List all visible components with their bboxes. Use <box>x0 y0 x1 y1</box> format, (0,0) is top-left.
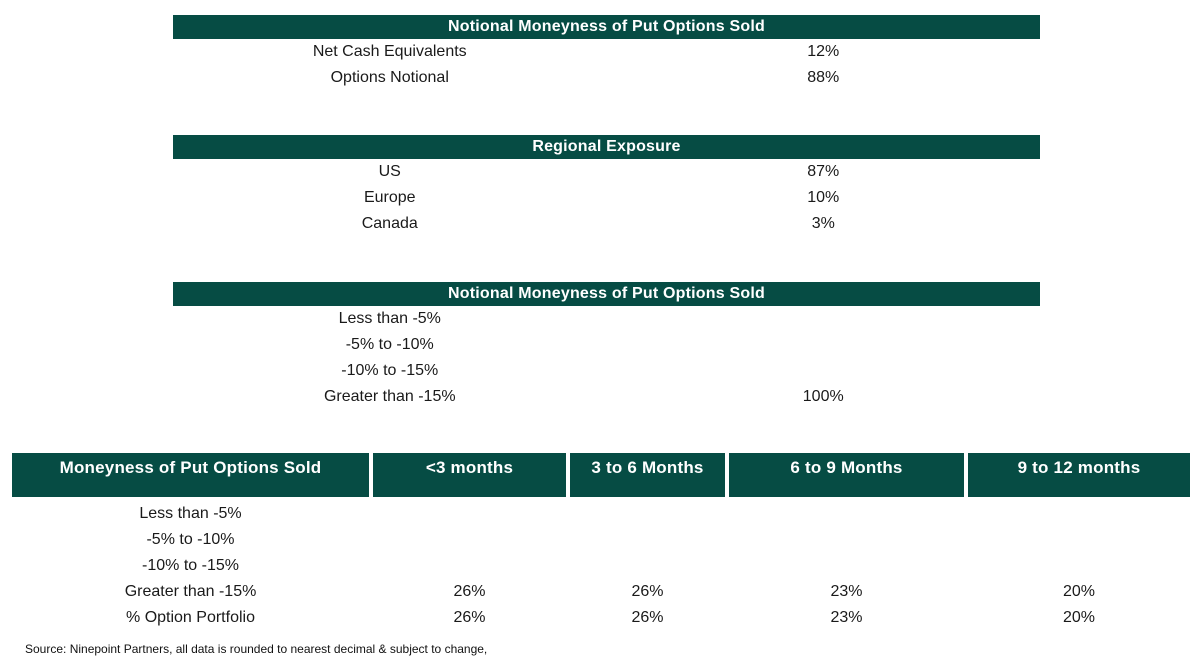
table-row: -5% to -10% <box>173 332 1040 358</box>
cell-value: 26% <box>631 583 664 600</box>
row-value: 10% <box>807 189 840 206</box>
table-row: Less than -5% <box>173 306 1040 332</box>
table-row: Greater than -15% 26% 26% 23% 20% <box>12 579 1190 605</box>
row-value: 100% <box>802 388 844 405</box>
cell-value <box>968 501 1190 527</box>
source-note: Source: Ninepoint Partners, all data is … <box>25 642 488 656</box>
row-value: 88% <box>807 69 840 86</box>
table-row: Options Notional 88% <box>173 65 1040 91</box>
table-moneyness-by-maturity: Moneyness of Put Options Sold <3 months … <box>12 453 1190 631</box>
row-label: Europe <box>363 189 416 206</box>
cell-value: 23% <box>830 609 863 626</box>
table-title: Regional Exposure <box>173 135 1040 159</box>
table-row: Greater than -15% 100% <box>173 384 1040 410</box>
table-row: Europe 10% <box>173 185 1040 211</box>
cell-value <box>729 553 964 579</box>
row-label: US <box>378 163 401 180</box>
row-label: -5% to -10% <box>146 531 235 548</box>
row-value <box>607 306 1041 332</box>
row-value <box>607 358 1041 384</box>
table-row: US 87% <box>173 159 1040 185</box>
table-title: Notional Moneyness of Put Options Sold <box>173 282 1040 306</box>
cell-value: 20% <box>1062 609 1096 626</box>
row-label: -10% to -15% <box>341 362 439 379</box>
row-label: Greater than -15% <box>323 388 456 405</box>
row-label: Options Notional <box>330 69 449 86</box>
cell-value <box>729 501 964 527</box>
cell-value: 20% <box>1062 583 1096 600</box>
cell-value <box>729 527 964 553</box>
row-label: -10% to -15% <box>142 557 239 574</box>
row-label: -5% to -10% <box>345 336 434 353</box>
table-row: Net Cash Equivalents 12% <box>173 39 1040 65</box>
cell-value <box>570 527 725 553</box>
row-label: Less than -5% <box>338 310 441 327</box>
column-header: 9 to 12 months <box>968 453 1190 497</box>
row-label: Greater than -15% <box>124 583 257 600</box>
column-header: <3 months <box>373 453 566 497</box>
cell-value: 26% <box>453 583 486 600</box>
cell-value <box>373 553 566 579</box>
cell-value: 26% <box>631 609 664 626</box>
row-value: 87% <box>807 163 840 180</box>
column-header: Moneyness of Put Options Sold <box>12 453 369 497</box>
row-label: Net Cash Equivalents <box>312 43 467 60</box>
cell-value <box>373 527 566 553</box>
column-header: 3 to 6 Months <box>570 453 725 497</box>
column-header: 6 to 9 Months <box>729 453 964 497</box>
table-row: Canada 3% <box>173 211 1040 237</box>
table-notional-moneyness-buckets: Notional Moneyness of Put Options Sold L… <box>173 282 1040 410</box>
cell-value <box>968 527 1190 553</box>
table-regional-exposure: Regional Exposure US 87% Europe 10% Cana… <box>173 135 1040 237</box>
row-label: % Option Portfolio <box>126 609 255 626</box>
row-value: 3% <box>811 215 835 232</box>
row-label: Less than -5% <box>139 505 242 522</box>
maturity-table-header: Moneyness of Put Options Sold <3 months … <box>12 453 1190 497</box>
table-row: -5% to -10% <box>12 527 1190 553</box>
row-label: Canada <box>361 215 418 232</box>
table-row: -10% to -15% <box>173 358 1040 384</box>
table-title: Notional Moneyness of Put Options Sold <box>173 15 1040 39</box>
cell-value <box>570 501 725 527</box>
cell-value <box>968 553 1190 579</box>
row-value <box>607 332 1041 358</box>
cell-value <box>373 501 566 527</box>
table-notional-moneyness-summary: Notional Moneyness of Put Options Sold N… <box>173 15 1040 91</box>
table-row: % Option Portfolio 26% 26% 23% 20% <box>12 605 1190 631</box>
row-value: 12% <box>807 43 840 60</box>
table-row: -10% to -15% <box>12 553 1190 579</box>
cell-value: 26% <box>453 609 486 626</box>
cell-value <box>570 553 725 579</box>
table-row: Less than -5% <box>12 501 1190 527</box>
cell-value: 23% <box>830 583 863 600</box>
